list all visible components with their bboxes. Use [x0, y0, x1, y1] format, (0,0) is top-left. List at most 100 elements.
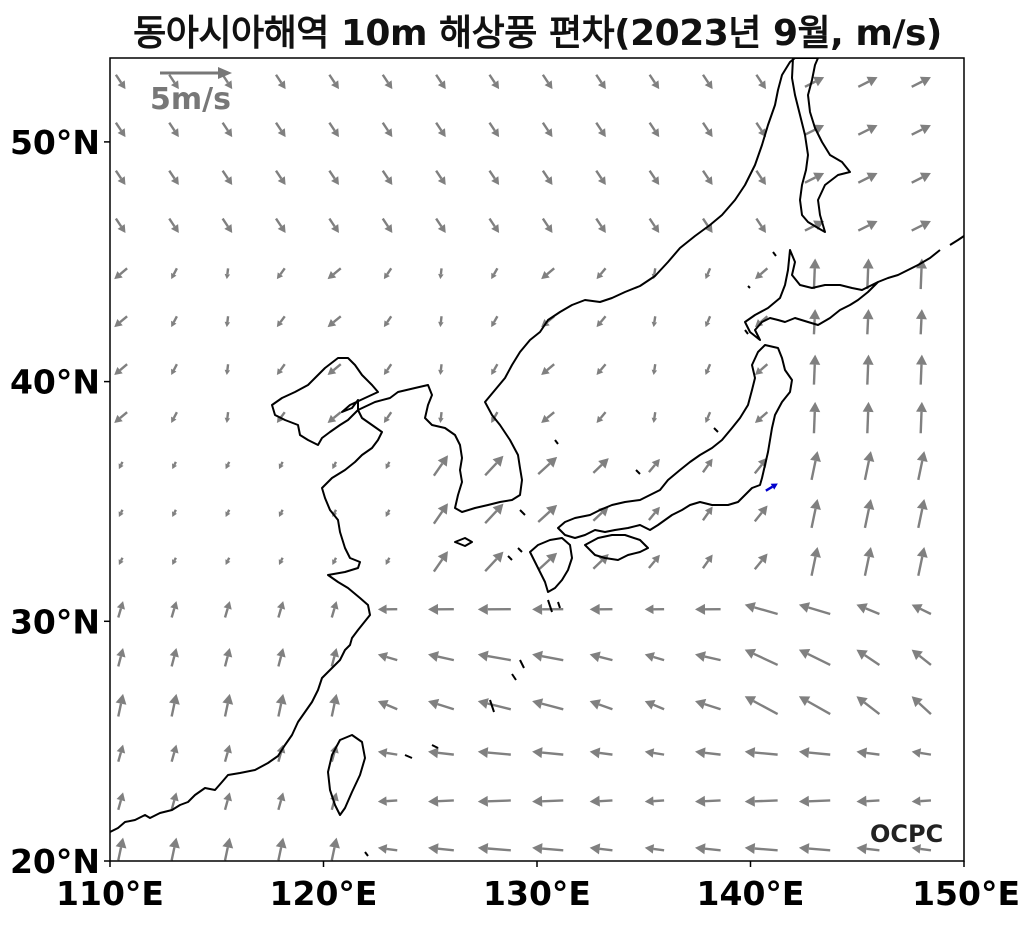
wind-arrow: [863, 546, 875, 577]
wind-arrow: [810, 546, 821, 577]
wind-arrow: [435, 169, 446, 186]
wind-arrow: [377, 652, 398, 662]
wind-arrow: [856, 795, 880, 807]
wind-arrow: [225, 509, 231, 518]
wind-arrow: [169, 648, 179, 667]
wind-arrow: [432, 503, 448, 525]
wind-arrow: [532, 795, 564, 807]
wind-arrow: [541, 411, 555, 423]
wind-arrow: [744, 696, 779, 716]
wind-arrow: [115, 693, 127, 717]
wind-arrow: [863, 499, 875, 529]
wind-arrow: [541, 122, 553, 138]
wind-arrow: [651, 316, 658, 328]
wind-arrow: [171, 363, 178, 376]
wind-arrow: [863, 451, 875, 481]
wind-arrow: [223, 792, 232, 811]
wind-arrow: [755, 74, 766, 90]
wind-arrow: [856, 747, 880, 759]
wind-arrow: [798, 696, 831, 716]
wind-arrow: [648, 554, 660, 569]
wind-arrow: [225, 557, 231, 565]
wind-arrow: [276, 792, 286, 811]
wind-arrow: [916, 401, 928, 434]
wind-arrow: [275, 169, 286, 186]
y-tick-label: 30°N: [10, 602, 100, 641]
wind-arrow: [169, 837, 180, 861]
wind-arrow: [702, 169, 713, 186]
wind-arrow: [532, 603, 564, 615]
wind-arrow: [488, 74, 500, 90]
wind-arrow: [589, 747, 613, 759]
wind-arrow: [328, 217, 339, 233]
wind-arrow: [744, 795, 778, 807]
wind-arrow: [381, 122, 393, 138]
wind-arrow: [911, 172, 931, 184]
wind-arrow: [596, 267, 607, 280]
wind-arrow: [327, 315, 342, 328]
wind-arrow: [644, 652, 665, 662]
wind-arrow: [278, 557, 284, 565]
wind-arrow: [753, 505, 768, 523]
wind-arrow: [276, 315, 286, 328]
wind-arrow: [911, 696, 932, 715]
wind-arrow: [856, 843, 880, 855]
wind-arrow-highlight: [765, 483, 778, 492]
wind-arrow: [704, 363, 712, 376]
wind-arrow: [438, 364, 444, 376]
wind-arrow: [809, 309, 821, 335]
wind-arrow: [695, 698, 721, 711]
wind-arrow: [114, 411, 128, 423]
wind-arrow: [383, 411, 393, 423]
wind-arrow: [114, 169, 126, 186]
wind-arrow: [488, 122, 500, 138]
wind-arrow: [596, 411, 607, 423]
coastline-honshu: [557, 344, 793, 539]
wind-arrow: [432, 551, 448, 573]
wind-arrow: [114, 122, 126, 138]
wind-arrow: [804, 172, 825, 184]
x-tick-label: 130°E: [483, 874, 591, 913]
wind-arrow: [477, 603, 511, 615]
wind-arrow: [911, 796, 932, 806]
wind-arrow: [911, 844, 932, 854]
y-tick-label: 40°N: [10, 363, 100, 402]
wind-arrow: [595, 74, 606, 90]
wind-arrow: [809, 354, 821, 385]
wind-arrow: [491, 315, 499, 328]
wind-arrow: [753, 553, 768, 571]
wind-arrow: [744, 843, 778, 854]
wind-arrow: [225, 461, 231, 470]
wind-arrow: [221, 122, 233, 138]
wind-arrow: [651, 364, 658, 376]
wind-arrow: [804, 76, 825, 88]
wind-arrow: [385, 509, 391, 518]
coastline-shikoku: [584, 534, 649, 561]
wind-arrow: [224, 364, 231, 376]
wind-arrow: [541, 267, 555, 280]
wind-arrow: [916, 451, 928, 481]
wind-arrow: [532, 698, 564, 711]
map-title: 동아시아해역 10m 해상풍 편차(2023년 9월, m/s): [133, 13, 942, 54]
wind-arrow: [595, 169, 606, 186]
wind-arrow: [755, 169, 766, 186]
wind-arrow: [377, 796, 398, 806]
wind-arrow: [911, 124, 931, 136]
wind-arrow: [744, 648, 779, 667]
wind-arrow: [327, 411, 342, 423]
wind-arrow: [223, 744, 232, 762]
wind-arrow: [172, 461, 177, 470]
wind-arrow: [911, 220, 931, 232]
wind-arrow: [118, 461, 124, 470]
wind-arrow: [755, 217, 766, 233]
wind-arrow: [701, 458, 713, 474]
wind-arrow: [701, 554, 713, 569]
wind-arrow: [856, 603, 880, 616]
wind-arrow: [377, 604, 398, 615]
wind-arrow: [857, 220, 878, 232]
wind-arrow: [915, 309, 927, 335]
wind-arrow: [171, 315, 178, 328]
wind-arrow: [383, 267, 393, 280]
wind-arrow: [276, 601, 286, 618]
